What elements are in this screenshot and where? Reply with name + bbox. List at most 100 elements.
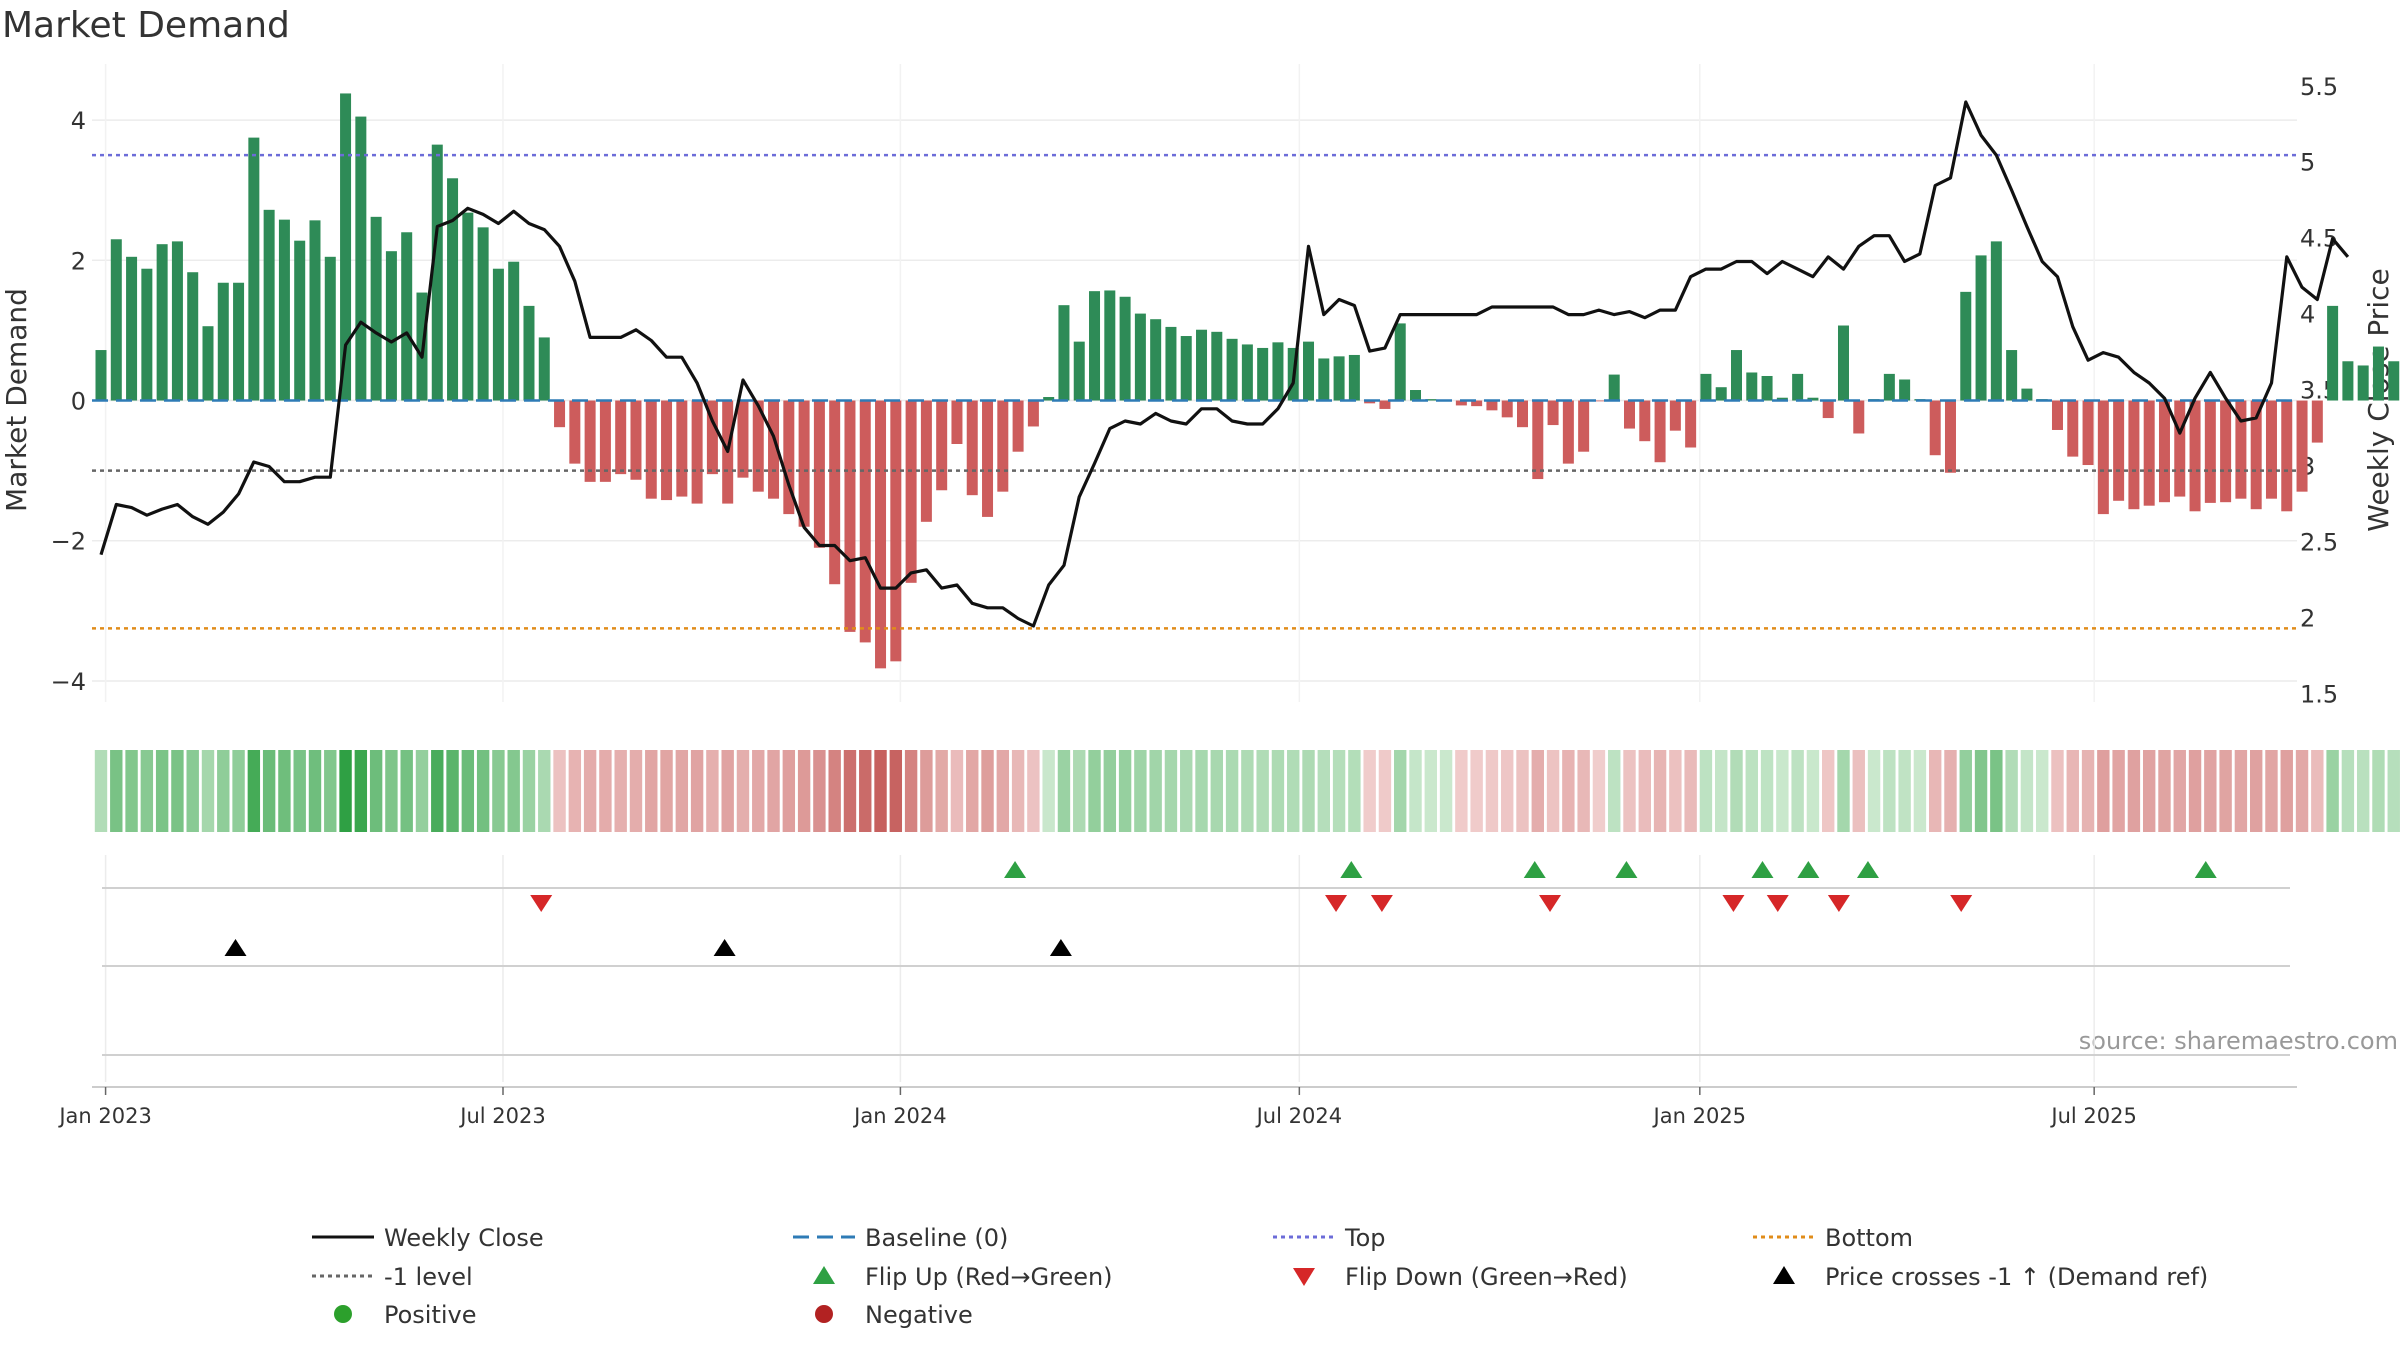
heat-cell (889, 750, 903, 832)
demand-bar (1012, 400, 1024, 452)
demand-bar (2265, 400, 2277, 499)
x-tick-label: Jan 2025 (1652, 1104, 1747, 1128)
demand-bar (2250, 400, 2262, 510)
heat-cell (1852, 750, 1865, 832)
demand-bar (1364, 400, 1376, 404)
x-tick-label: Jan 2024 (852, 1104, 947, 1128)
legend-label: Top (1344, 1224, 1386, 1252)
heat-cell (1164, 750, 1178, 832)
demand-bar (1348, 354, 1360, 401)
demand-bar (1180, 336, 1192, 401)
demand-bar (1257, 347, 1269, 401)
demand-bar (1089, 291, 1101, 401)
heat-cell (293, 750, 306, 832)
demand-bar (370, 216, 382, 401)
heat-cell (1531, 750, 1544, 832)
y-right-tick-label: 1.5 (2300, 680, 2338, 708)
demand-bar (1425, 399, 1437, 401)
grid-lines (92, 64, 2297, 1082)
demand-bar (1837, 325, 1849, 401)
heat-cell (1011, 750, 1025, 832)
legend-item: Negative (815, 1301, 973, 1329)
demand-bar (1853, 400, 1865, 434)
heat-cell (1608, 750, 1621, 832)
demand-bar (324, 256, 336, 401)
heat-cell (1470, 750, 1483, 832)
demand-bar (1165, 326, 1177, 401)
legend-label: Flip Up (Red→Green) (865, 1263, 1113, 1291)
flip-up-marker (2194, 861, 2217, 878)
heat-cell (1118, 750, 1132, 832)
demand-bar (1379, 400, 1391, 409)
source-text: source: sharemaestro.com (2079, 1027, 2398, 1055)
heat-cell (1210, 750, 1224, 832)
heat-cell (1348, 750, 1361, 832)
demand-bar (645, 400, 657, 499)
heat-cell (1623, 750, 1636, 832)
demand-bar (126, 256, 138, 401)
heat-cell (308, 750, 322, 832)
demand-bar (752, 400, 764, 492)
heat-cell (599, 750, 612, 832)
heat-cell (1256, 750, 1269, 832)
demand-bar (661, 400, 673, 501)
heat-cell (507, 750, 520, 832)
demand-bar (263, 209, 275, 401)
demand-bar (477, 227, 489, 401)
heat-cell (339, 750, 352, 832)
heat-cell (171, 750, 184, 832)
demand-bar (1608, 374, 1620, 401)
heat-cell (1088, 750, 1101, 832)
heat-cell (2142, 750, 2156, 832)
weekly-close-line (99, 100, 2350, 628)
demand-bar (1929, 400, 1941, 456)
demand-bar (1899, 379, 1911, 401)
flip-up-marker (1856, 861, 1879, 878)
heat-cell (1745, 750, 1758, 832)
demand-bar (1822, 400, 1834, 419)
heat-cell (2234, 750, 2248, 832)
legend-label: -1 level (384, 1263, 473, 1291)
demand-bar (447, 178, 459, 401)
demand-bar (523, 305, 535, 401)
heat-cell (476, 750, 490, 832)
heat-cell (690, 750, 704, 832)
heat-cell (1990, 750, 2003, 832)
flip-down-marker (1370, 895, 1393, 912)
legend-swatch (815, 1305, 833, 1323)
heat-cell (2204, 750, 2217, 832)
demand-bar (462, 212, 474, 401)
demand-bar (783, 400, 795, 515)
heat-cell (538, 750, 551, 832)
heat-cell (1134, 750, 1147, 832)
flip-down-marker (1325, 895, 1348, 912)
heat-cell (859, 750, 872, 832)
heat-cell (1760, 750, 1774, 832)
heat-cell (1669, 750, 1682, 832)
heat-cell (232, 750, 245, 832)
demand-bar (706, 400, 718, 475)
heat-cell (186, 750, 199, 832)
flip-up-marker (1797, 861, 1820, 878)
demand-bar (2189, 400, 2201, 512)
heat-cell (2311, 750, 2324, 832)
demand-bar (1685, 400, 1697, 448)
y-left-tick-label: 2 (71, 247, 86, 275)
heat-cell (2356, 750, 2370, 832)
y-left-tick-label: −4 (51, 668, 86, 696)
demand-bar (2113, 400, 2125, 501)
demand-bar (844, 400, 856, 632)
flip-down-marker (1539, 895, 1562, 912)
heat-cell (1501, 750, 1514, 832)
demand-bar (1746, 372, 1758, 401)
flip-up-marker (1615, 861, 1638, 878)
demand-bar (355, 116, 367, 401)
demand-bar (1761, 375, 1773, 401)
heat-cell (706, 750, 719, 832)
legend-item: Bottom (1753, 1224, 1913, 1252)
heat-cell (2081, 750, 2095, 832)
demand-bar (1394, 323, 1406, 401)
heat-cell (2097, 750, 2110, 832)
demand-bar (1241, 344, 1253, 401)
